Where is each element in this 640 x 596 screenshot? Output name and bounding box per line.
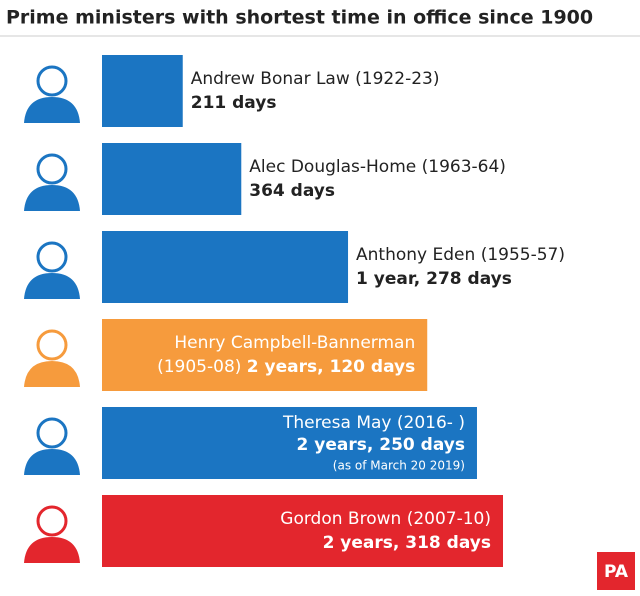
bar [102,143,242,215]
pm-name-text: Henry Campbell-Bannerman [174,333,415,353]
value-label: 2 years, 250 days [297,435,465,455]
portrait-head [36,505,68,537]
pm-name-text: Gordon Brown [280,509,401,529]
pm-tenure: 1 year, 278 days [356,269,512,289]
pm-name: Henry Campbell-Bannerman [174,333,415,353]
pm-dates: (2007-10) [407,509,491,529]
pm-name-text: Andrew Bonar Law [191,69,350,89]
pm-name: Andrew Bonar Law (1922-23) [191,69,440,89]
pm-dates: (2016- ) [397,413,465,433]
bar [102,407,477,479]
pm-name: Gordon Brown (2007-10) [280,509,491,529]
portrait-body [24,185,80,211]
value-label: 364 days [249,181,335,201]
portrait-head [36,329,68,361]
pm-name-text: Alec Douglas-Home [249,157,416,177]
pm-dates: (1963-64) [422,157,506,177]
pm-tenure: 364 days [249,181,335,201]
value-label: 2 years, 318 days [323,533,491,553]
pm-name: Theresa May (2016- ) [282,413,465,433]
pm-tenure: 2 years, 250 days [297,435,465,455]
pm-dates: (1922-23) [355,69,439,89]
pm-dates: (1955-57) [481,245,565,265]
pm-tenure: (1905-08) 2 years, 120 days [157,357,415,377]
pm-name: Alec Douglas-Home (1963-64) [249,157,506,177]
pm-name-text: Anthony Eden [356,245,475,265]
pm-name-text: Theresa May [282,413,392,433]
portrait-body [24,449,80,475]
chart-title: Prime ministers with shortest time in of… [6,7,593,29]
value-label: 1 year, 278 days [356,269,512,289]
logo: PA [604,562,629,582]
bar [102,55,183,127]
pm-dates: (1905-08) [157,357,241,377]
portrait-body [24,361,80,387]
portrait-body [24,537,80,563]
portrait-head [36,417,68,449]
bar [102,495,503,567]
portrait-body [24,97,80,123]
bar [102,319,428,391]
value-label: 211 days [191,93,277,113]
note: (as of March 20 2019) [333,459,465,473]
portrait-head [36,241,68,273]
pm-tenure: 2 years, 318 days [323,533,491,553]
bar [102,231,349,303]
pm-tenure: 211 days [191,93,277,113]
pm-name: Anthony Eden (1955-57) [356,245,565,265]
portrait-head [36,153,68,185]
portrait-head [36,65,68,97]
portrait-body [24,273,80,299]
logo-box [597,552,635,590]
value-label: 2 years, 120 days [247,357,415,377]
